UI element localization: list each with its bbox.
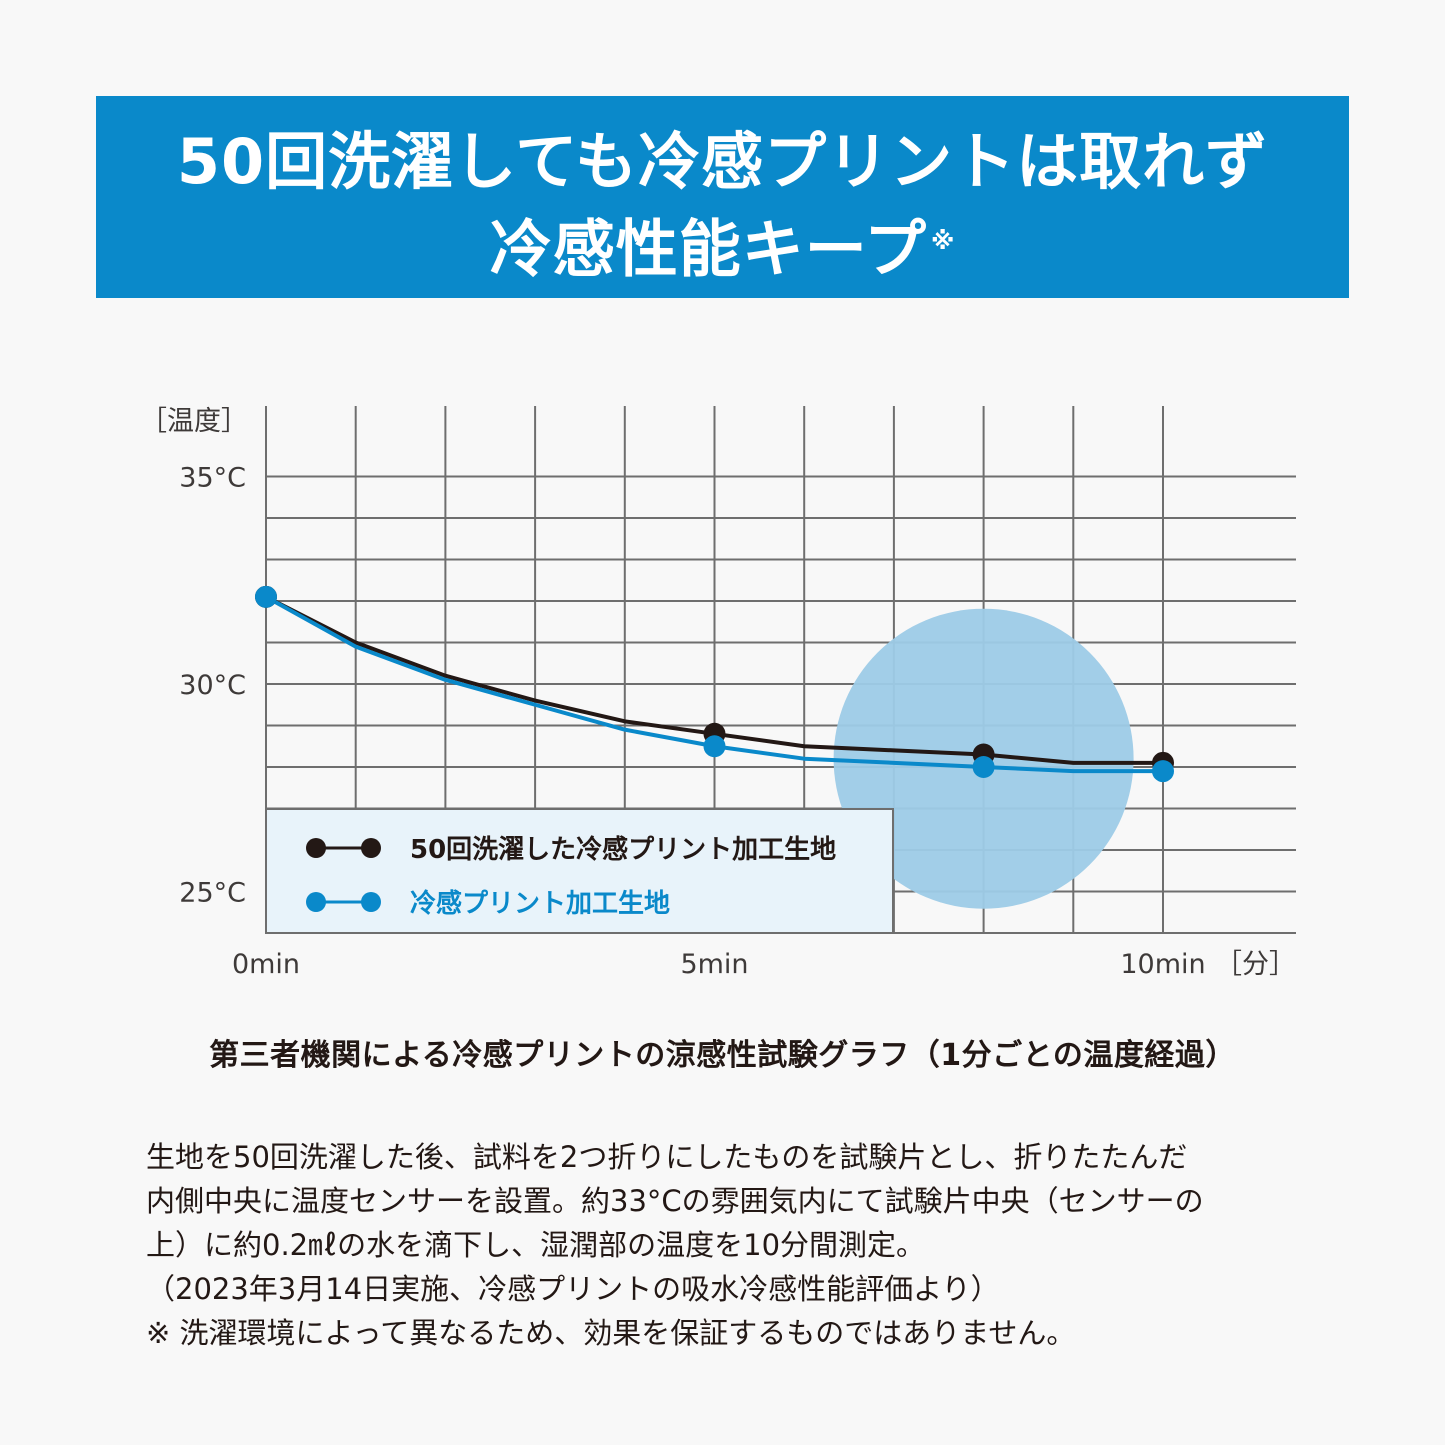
title-line-1: 50回洗濯しても冷感プリントは取れず xyxy=(176,125,1269,198)
description-line-1: 生地を50回洗濯した後、試料を2つ折りにしたものを試験片とし、折りたたんだ xyxy=(146,1140,1188,1174)
y-axis-unit-label: ［温度］ xyxy=(140,406,248,437)
description-line-4: （2023年3月14日実施、冷感プリントの吸水冷感性能評価より） xyxy=(146,1272,1000,1306)
legend-marker-washed-left xyxy=(306,838,326,858)
axis-labels: ［温度］ 35°C 30°C 25°C 0min 5min 10min ［分］ xyxy=(140,406,1296,980)
series-1-point xyxy=(255,585,277,608)
x-tick-label: 5min xyxy=(680,949,748,980)
y-tick-label: 35°C xyxy=(179,463,246,494)
title-note-mark: ※ xyxy=(930,227,956,255)
x-axis-unit-label: ［分］ xyxy=(1215,949,1296,980)
x-tick-label: 0min xyxy=(232,949,300,980)
series-1-point xyxy=(703,735,726,758)
title-banner: 50回洗濯しても冷感プリントは取れず 冷感性能キープ ※ xyxy=(96,96,1349,298)
chart-series xyxy=(255,585,1174,783)
temperature-chart: 50回洗濯した冷感プリント加工生地 冷感プリント加工生地 ［温度］ 35°C 30°… xyxy=(140,406,1296,980)
description-line-3: 上）に約0.2㎖の水を滴下し、湿潤部の温度を10分間測定。 xyxy=(146,1228,926,1262)
x-tick-label: 10min xyxy=(1120,949,1205,980)
series-1-point xyxy=(972,756,995,778)
y-tick-label: 30°C xyxy=(179,670,246,701)
legend-marker-unwashed-left xyxy=(306,892,326,912)
title-line-2-text: 冷感性能キープ xyxy=(489,212,927,286)
title-line-2: 冷感性能キープ ※ xyxy=(96,201,1349,290)
chart-caption: 第三者機関による冷感プリントの涼感性試験グラフ（1分ごとの温度経過） xyxy=(209,1038,1236,1073)
legend: 50回洗濯した冷感プリント加工生地 冷感プリント加工生地 xyxy=(265,808,894,934)
description-line-5: ※ 洗濯環境によって異なるため、効果を保証するものではありません。 xyxy=(146,1316,1076,1350)
legend-background xyxy=(265,808,894,934)
legend-marker-washed-right xyxy=(361,838,381,858)
y-tick-label: 25°C xyxy=(179,878,246,909)
legend-label-washed: 50回洗濯した冷感プリント加工生地 xyxy=(410,834,836,865)
series-1-point xyxy=(1152,760,1174,783)
legend-label-unwashed: 冷感プリント加工生地 xyxy=(410,888,670,919)
description-line-2: 内側中央に温度センサーを設置。約33°Cの雰囲気内にて試験片中央（センサーの xyxy=(146,1184,1204,1218)
description: 生地を50回洗濯した後、試料を2つ折りにしたものを試験片とし、折りたたんだ 内側… xyxy=(146,1135,1316,1355)
legend-marker-unwashed-right xyxy=(361,892,381,912)
